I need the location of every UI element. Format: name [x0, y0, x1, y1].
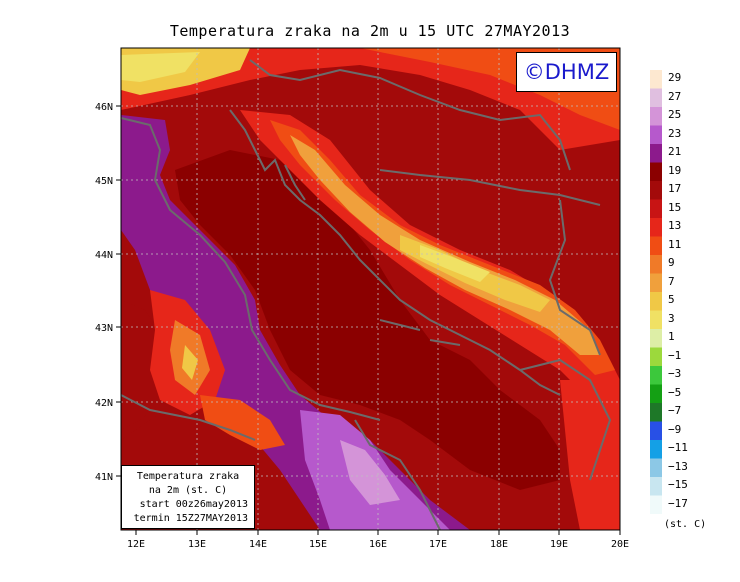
- montenegro-border: [519, 358, 612, 481]
- island-korcula: [429, 339, 461, 346]
- legend-swatch: [650, 125, 662, 144]
- legend-label: 27: [668, 89, 682, 103]
- map-frame: [120, 47, 621, 531]
- legend-label: 3: [668, 311, 675, 325]
- legend-swatch: [650, 70, 662, 89]
- legend-swatch: [650, 329, 662, 348]
- legend-swatch: [650, 255, 662, 274]
- bih-north-border: [379, 169, 601, 206]
- field-gargano-11: [200, 395, 285, 450]
- legend-swatch: [650, 440, 662, 459]
- field-adriatic-19: [175, 150, 560, 490]
- legend-colorbar: [650, 70, 662, 514]
- legend-label: 9: [668, 256, 675, 269]
- lon-tick-label: 19E: [550, 539, 568, 550]
- info-line-3: start 00z26may2013: [139, 499, 248, 510]
- legend-swatch: [650, 292, 662, 311]
- legend-swatch: [650, 310, 662, 329]
- legend-label: −7: [668, 404, 682, 417]
- coastlines-borders: [121, 59, 612, 530]
- legend-label: 25: [668, 108, 682, 121]
- field-southeast-13: [560, 380, 620, 530]
- legend-label: −15: [668, 478, 688, 491]
- italy-south-coast: [121, 394, 256, 441]
- legend-label: 11: [668, 237, 682, 251]
- lat-tick-label: 42N: [95, 398, 113, 409]
- info-box: Temperatura zraka na 2m (st. C) start 00…: [121, 465, 255, 529]
- legend-label: −17: [668, 496, 688, 510]
- italy-coast: [121, 117, 381, 421]
- bih-east-border: [548, 199, 601, 356]
- lon-tick-label: 14E: [249, 539, 267, 550]
- legend-label: 7: [668, 274, 675, 288]
- legend-swatch: [650, 403, 662, 422]
- legend-swatch: [650, 347, 662, 366]
- lon-tick-label: 20E: [611, 539, 629, 550]
- island-krk: [284, 164, 306, 201]
- legend-label: 5: [668, 293, 675, 306]
- legend-swatch: [650, 162, 662, 181]
- tick-marks: [116, 105, 621, 535]
- lon-tick-label: 16E: [369, 539, 387, 550]
- legend-swatch: [650, 495, 662, 514]
- lon-tick-label: 15E: [309, 539, 327, 550]
- legend-label: 19: [668, 163, 682, 177]
- legend-label: 15: [668, 200, 682, 214]
- legend-swatch: [650, 366, 662, 385]
- lat-tick-labels: 46N 45N 44N 43N 42N 41N: [95, 102, 113, 483]
- lat-tick-label: 45N: [95, 176, 113, 187]
- lon-tick-label: 18E: [490, 539, 508, 550]
- legend-swatch: [650, 477, 662, 496]
- south-coast: [354, 419, 441, 530]
- field-south-sea-25: [340, 440, 400, 505]
- field-italy-5: [182, 345, 198, 380]
- legend-swatch: [650, 199, 662, 218]
- info-line-1: Temperatura zraka: [136, 471, 240, 482]
- croatia-coast: [229, 109, 561, 396]
- legend-label: −5: [668, 385, 682, 399]
- legend-label: 13: [668, 219, 682, 232]
- map-title: Temperatura zraka na 2m u 15 UTC 27MAY20…: [169, 22, 571, 40]
- legend-swatch: [650, 107, 662, 126]
- legend-label: −13: [668, 459, 688, 473]
- field-northwest-3: [121, 52, 200, 82]
- dhmz-watermark: ©DHMZ: [516, 52, 617, 92]
- legend-swatch: [650, 144, 662, 163]
- lon-tick-label: 12E: [127, 539, 145, 550]
- legend-label: −1: [668, 348, 682, 362]
- legend-label: −3: [668, 367, 682, 380]
- lat-tick-label: 41N: [95, 472, 113, 483]
- info-line-2: na 2m (st. C): [148, 485, 228, 496]
- legend-swatch: [650, 421, 662, 440]
- legend-label: 17: [668, 182, 682, 195]
- legend-swatch: [650, 236, 662, 255]
- lat-tick-label: 46N: [95, 102, 113, 113]
- info-line-4: termin 15Z27MAY2013: [133, 513, 248, 524]
- lat-tick-label: 44N: [95, 250, 113, 261]
- legend-swatch: [650, 88, 662, 107]
- legend-label: −11: [668, 441, 688, 454]
- lon-tick-labels: 12E 13E 14E 15E 16E 17E 18E 19E 20E: [127, 539, 629, 550]
- lon-tick-label: 17E: [429, 539, 447, 550]
- island-hvar: [379, 319, 421, 331]
- legend-label: 1: [668, 330, 675, 343]
- lat-tick-label: 43N: [95, 323, 113, 334]
- legend-swatch: [650, 384, 662, 403]
- legend-swatch: [650, 273, 662, 292]
- legend-label: 21: [668, 145, 682, 158]
- lon-tick-label: 13E: [188, 539, 206, 550]
- legend-label: 29: [668, 71, 682, 84]
- north-border: [249, 59, 571, 171]
- legend-swatch: [650, 181, 662, 200]
- legend-label: −9: [668, 422, 682, 436]
- legend-unit: (st. C): [664, 519, 707, 530]
- map-field: [121, 48, 620, 530]
- legend-label: 23: [668, 126, 682, 140]
- legend-swatch: [650, 218, 662, 237]
- legend-swatch: [650, 458, 662, 477]
